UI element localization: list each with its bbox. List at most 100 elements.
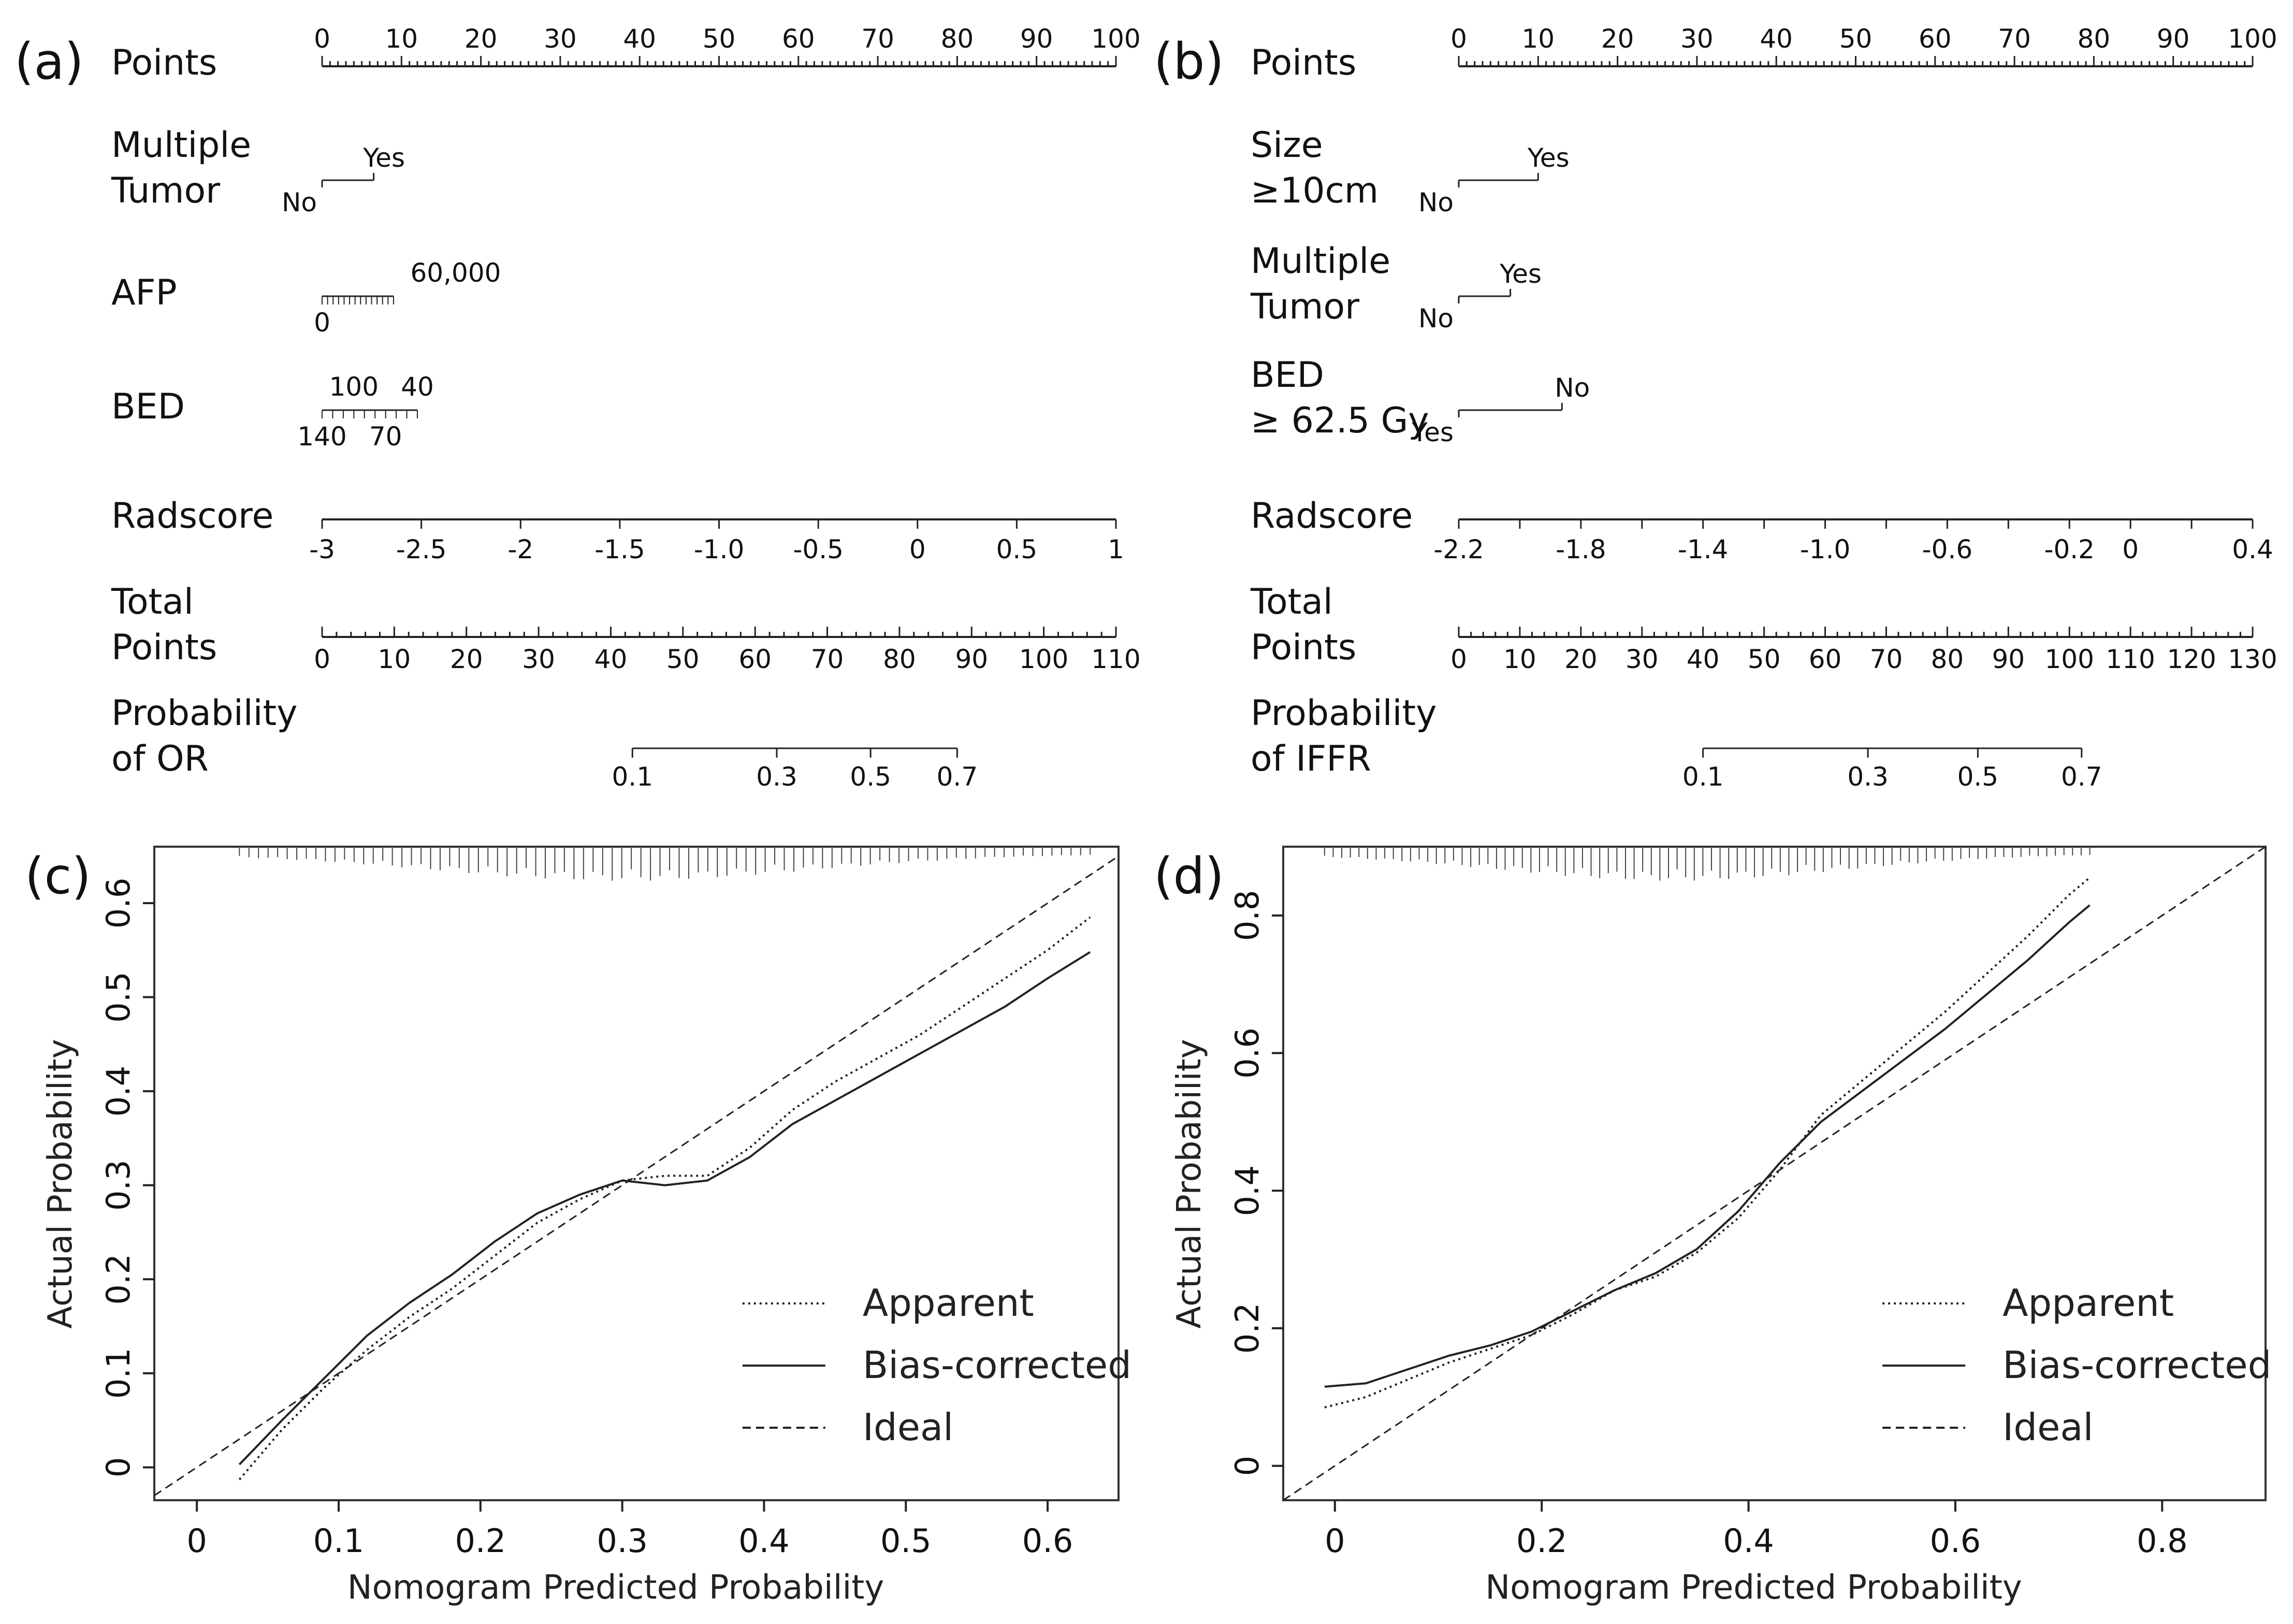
- row-label: ≥ 62.5 Gy: [1251, 400, 1429, 441]
- row-label: Total: [111, 582, 194, 622]
- x-tick-label: 0.1: [313, 1522, 365, 1560]
- x-tick-label: 0: [1325, 1522, 1345, 1560]
- tick-label: 0.7: [2061, 762, 2102, 792]
- tick-label: 90: [1992, 644, 2025, 674]
- tick-label: 10: [1521, 24, 1555, 54]
- level-label: 100: [329, 372, 379, 402]
- tick-label: -2.5: [396, 534, 447, 564]
- tick-label: 60: [1809, 644, 1842, 674]
- level-label: No: [282, 187, 317, 218]
- y-tick-label: 0.8: [1228, 890, 1266, 941]
- legend-label: Bias-corrected: [2002, 1343, 2271, 1387]
- nomogram-row-size-10cm: Size≥10cm No Yes: [1251, 125, 1570, 218]
- tick-label: 30: [1680, 24, 1714, 54]
- series-line-bias-corrected: [1325, 905, 2090, 1387]
- tick-label: 80: [2078, 24, 2111, 54]
- tick-label: 0.1: [612, 762, 653, 792]
- x-tick-label: 0.2: [1516, 1522, 1568, 1560]
- y-tick-label: 0.1: [99, 1348, 137, 1399]
- y-tick-label: 0.6: [99, 878, 137, 929]
- row-label: Multiple: [111, 125, 251, 166]
- row-label: Radscore: [1251, 496, 1413, 536]
- rug: [239, 847, 1090, 881]
- tick-label: 10: [378, 644, 411, 674]
- panel-label: (c): [25, 847, 91, 905]
- legend: Apparent Bias-corrected Ideal: [1882, 1281, 2271, 1449]
- tick-label: 0.7: [937, 762, 978, 792]
- level-label: Yes: [1411, 417, 1454, 447]
- x-tick-label: 0.4: [1723, 1522, 1774, 1560]
- row-label: Probability: [111, 693, 297, 734]
- y-tick-label: 0.2: [99, 1254, 137, 1305]
- tick-label: 20: [1601, 24, 1634, 54]
- tick-label: 0: [314, 644, 330, 674]
- legend: Apparent Bias-corrected Ideal: [743, 1281, 1131, 1449]
- tick-label: 40: [594, 644, 628, 674]
- row-label: Points: [1251, 627, 1356, 668]
- row-label: Points: [111, 42, 217, 83]
- row-label: Probability: [1251, 693, 1436, 734]
- tick-label: 100: [2228, 24, 2277, 54]
- tick-label: -2.2: [1433, 534, 1484, 564]
- x-tick-label: 0.6: [1022, 1522, 1073, 1560]
- tick-label: 70: [1998, 24, 2031, 54]
- series-line-bias-corrected: [239, 952, 1090, 1465]
- plot-frame: [1283, 847, 2266, 1500]
- panel-label: (d): [1154, 847, 1224, 905]
- level-label: 70: [369, 422, 402, 452]
- tick-label: 1: [1108, 534, 1124, 564]
- tick-label: -3: [309, 534, 335, 564]
- tick-label: 0.5: [1957, 762, 1999, 792]
- level-label: Yes: [1499, 259, 1542, 289]
- x-axis-title: Nomogram Predicted Probability: [1485, 1569, 2022, 1607]
- tick-label: 0: [909, 534, 926, 564]
- tick-label: 0: [314, 24, 330, 54]
- tick-label: -0.6: [1922, 534, 1973, 564]
- tick-label: 80: [941, 24, 974, 54]
- tick-label: 0.3: [756, 762, 797, 792]
- tick-label: 40: [623, 24, 656, 54]
- level-label: 60,000: [410, 258, 501, 288]
- row-label: of IFFR: [1251, 738, 1371, 779]
- tick-label: 40: [1760, 24, 1793, 54]
- y-tick-label: 0.5: [99, 972, 137, 1023]
- tick-label: 100: [1019, 644, 1068, 674]
- y-tick-label: 0.4: [99, 1066, 137, 1117]
- level-label: Yes: [362, 143, 405, 173]
- tick-label: 50: [666, 644, 700, 674]
- legend-label: Apparent: [2002, 1281, 2174, 1325]
- tick-label: -1.0: [1800, 534, 1851, 564]
- tick-label: 20: [1564, 644, 1598, 674]
- calibration-panel-c: (c) 0 0.1 0.2 0.3 0.4 0.5 0.6 0 0.1 0.2 0.3 0.4 0.5 0.…: [25, 847, 1131, 1607]
- tick-label: -1.0: [694, 534, 745, 564]
- panel-label: (a): [14, 33, 84, 91]
- tick-label: 80: [883, 644, 916, 674]
- level-label: No: [1418, 187, 1454, 218]
- level-label: No: [1418, 303, 1454, 334]
- tick-label: 70: [811, 644, 844, 674]
- row-label: Radscore: [111, 496, 273, 536]
- series-line-ideal: [1283, 847, 2266, 1500]
- y-axis-title: Actual Probability: [1170, 1039, 1209, 1328]
- tick-label: 100: [2045, 644, 2094, 674]
- tick-label: -1.5: [594, 534, 645, 564]
- tick-label: 0.4: [2232, 534, 2273, 564]
- series-line-ideal: [154, 856, 1119, 1496]
- tick-label: 70: [861, 24, 894, 54]
- tick-label: 0.1: [1682, 762, 1724, 792]
- tick-label: 30: [544, 24, 577, 54]
- tick-label: 20: [450, 644, 483, 674]
- legend-label: Apparent: [863, 1281, 1034, 1325]
- tick-label: 10: [1503, 644, 1536, 674]
- legend-label: Ideal: [2002, 1405, 2093, 1449]
- tick-label: 0: [2122, 534, 2139, 564]
- tick-label: 0.5: [850, 762, 891, 792]
- tick-label: 100: [1091, 24, 1140, 54]
- tick-label: 120: [2167, 644, 2216, 674]
- x-axis-title: Nomogram Predicted Probability: [347, 1569, 884, 1607]
- nomogram-row-radscore: Radscore -3 -2.5 -2 -1.5 -1.0 -0.5 0 0.5 1: [111, 496, 1124, 564]
